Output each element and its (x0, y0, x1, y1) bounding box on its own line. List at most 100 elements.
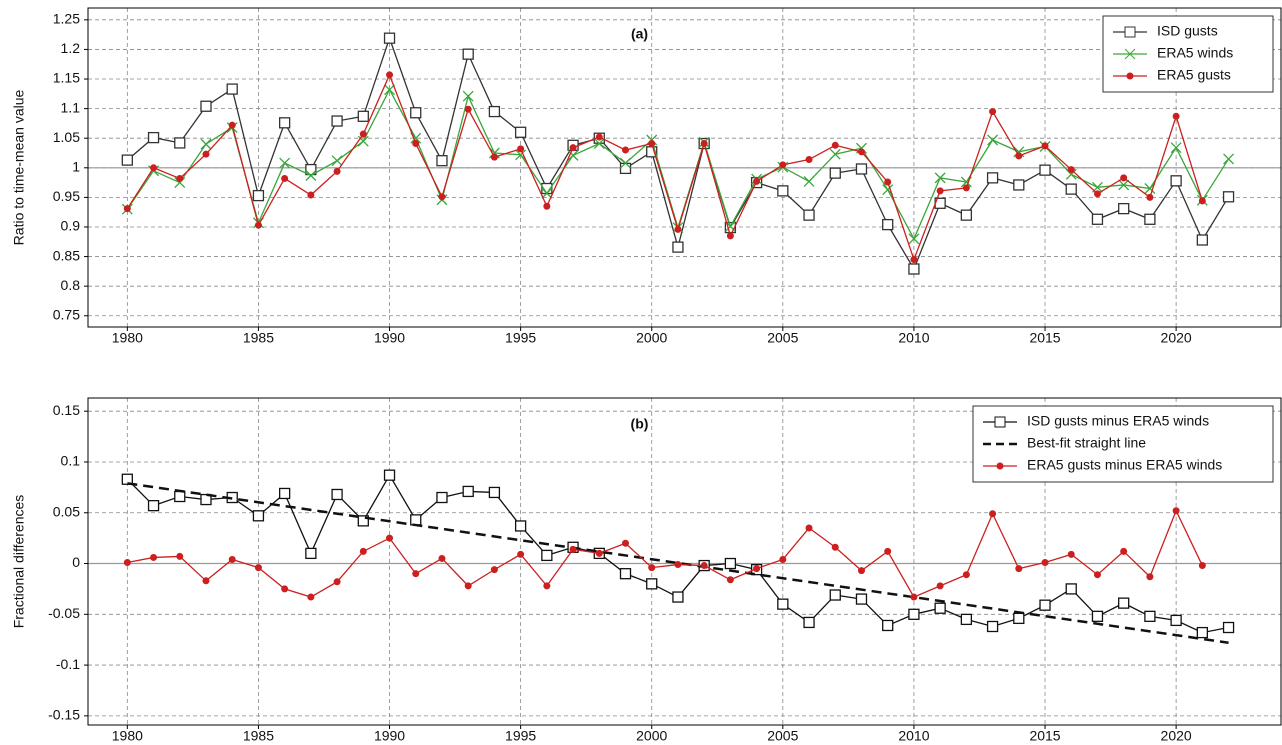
marker (962, 184, 970, 192)
marker (989, 108, 997, 116)
marker (674, 225, 682, 233)
marker (202, 150, 210, 158)
marker (514, 126, 527, 138)
legend: ISD gusts minus ERA5 winds Best-fit strai… (972, 405, 1274, 483)
marker (1118, 202, 1130, 215)
marker (619, 568, 632, 580)
marker (252, 189, 265, 202)
marker (803, 209, 815, 221)
marker (123, 559, 131, 567)
marker (123, 205, 131, 213)
marker (989, 510, 997, 518)
marker (305, 547, 317, 560)
marker (176, 552, 184, 560)
marker (488, 486, 501, 499)
marker (281, 174, 289, 182)
marker (855, 163, 868, 175)
marker (1091, 610, 1104, 622)
marker (305, 170, 317, 181)
marker (307, 191, 315, 199)
y-tick-label: 1.05 (53, 129, 80, 145)
marker (567, 149, 579, 161)
y-tick-label: 0.85 (53, 247, 80, 263)
marker (359, 547, 367, 555)
plot-frame (87, 7, 1282, 328)
y-tick-label: 0.9 (61, 218, 81, 234)
marker (910, 256, 918, 264)
marker (228, 121, 236, 129)
legend-label: ERA5 gusts minus ERA5 winds (1027, 457, 1222, 473)
marker (753, 177, 761, 185)
marker (410, 514, 422, 526)
marker (541, 549, 553, 562)
x-tick-label: 1980 (112, 728, 143, 744)
y-tick-label: 1.1 (61, 99, 81, 115)
marker (829, 589, 841, 601)
marker (1170, 614, 1182, 627)
legend-marker (1126, 72, 1134, 80)
marker (779, 555, 787, 563)
marker (176, 174, 184, 182)
y-tick-label: 1.15 (53, 70, 80, 86)
marker (1041, 559, 1049, 567)
marker (462, 90, 474, 102)
x-tick-label: 1985 (243, 330, 274, 346)
marker (200, 138, 212, 150)
marker (726, 576, 734, 584)
x-tick-label: 1980 (112, 330, 143, 346)
marker (147, 499, 160, 512)
marker (777, 185, 789, 197)
marker (1198, 197, 1206, 205)
marker (1144, 610, 1156, 622)
marker (1039, 599, 1051, 611)
marker (464, 582, 472, 590)
marker (490, 153, 498, 161)
y-tick-label: 0.15 (53, 402, 80, 418)
marker (777, 598, 789, 610)
marker (1065, 183, 1077, 195)
marker (541, 187, 553, 199)
y-axis-label: Fractional differences (11, 495, 27, 629)
marker (252, 510, 265, 522)
marker (882, 619, 894, 632)
marker (962, 571, 970, 579)
marker (436, 491, 448, 504)
marker (648, 140, 656, 148)
marker (543, 582, 551, 590)
marker (1039, 164, 1051, 176)
marker (724, 557, 737, 570)
marker (174, 490, 186, 503)
marker (908, 263, 920, 275)
marker (1041, 142, 1049, 150)
marker (514, 520, 527, 532)
marker (805, 524, 813, 532)
x-tick-label: 1990 (374, 728, 405, 744)
marker (386, 71, 394, 79)
legend-marker (996, 462, 1004, 470)
y-tick-label: 1.25 (53, 11, 80, 27)
marker (908, 608, 920, 620)
marker (1065, 168, 1077, 180)
marker (884, 547, 892, 555)
series-line (126, 36, 1230, 271)
marker (1172, 507, 1180, 515)
marker (200, 100, 212, 112)
marker (936, 187, 944, 195)
marker (436, 155, 448, 167)
marker (490, 566, 498, 574)
marker (620, 157, 631, 169)
x-tick-label: 2010 (898, 330, 929, 346)
marker (882, 218, 894, 231)
x-tick-label: 2015 (1029, 728, 1060, 744)
marker (121, 154, 133, 166)
marker (333, 578, 341, 586)
marker (910, 593, 918, 601)
marker (488, 105, 501, 118)
x-tick-label: 2005 (767, 330, 798, 346)
y-tick-label: 1.2 (61, 40, 81, 56)
marker (595, 133, 603, 141)
x-tick-label: 2000 (636, 330, 667, 346)
marker (1198, 562, 1206, 570)
marker (410, 107, 422, 119)
